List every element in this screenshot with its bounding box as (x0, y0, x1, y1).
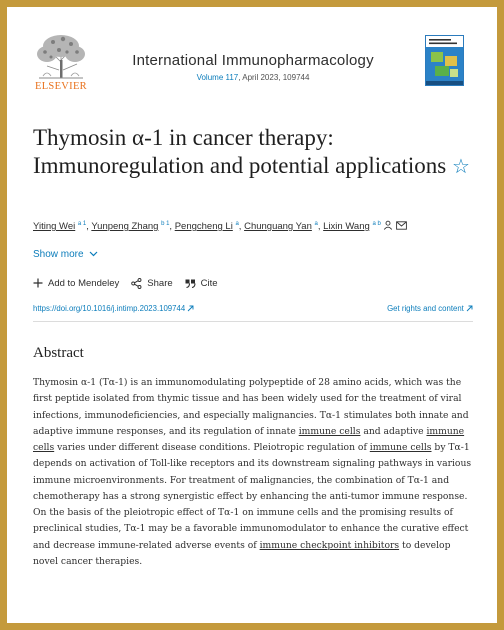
abstract-segment: Thymosin α-1 (Tα-1) is an immunomodulati… (33, 377, 469, 437)
add-to-mendeley-label: Add to Mendeley (48, 277, 120, 289)
author-affiliation[interactable]: a b (372, 220, 381, 227)
mail-icon[interactable] (396, 220, 407, 233)
author-separator: , (169, 221, 173, 233)
show-more-label: Show more (33, 249, 84, 260)
external-link-icon (466, 305, 473, 312)
author-name[interactable]: Chunguang Yan (244, 221, 312, 233)
cite-button[interactable]: Cite (185, 278, 218, 289)
author-affiliation[interactable]: a (235, 220, 239, 227)
author-list: Yiting Wei a 1, Yunpeng Zhang b 1, Pengc… (33, 220, 473, 233)
author-name[interactable]: Yunpeng Zhang (91, 221, 159, 233)
abstract-text: Thymosin α-1 (Tα-1) is an immunomodulati… (33, 375, 475, 570)
add-to-mendeley-button[interactable]: Add to Mendeley (33, 278, 119, 289)
journal-issue-info: , April 2023, 109744 (238, 73, 310, 82)
abstract-segment: and adaptive (360, 425, 427, 437)
abstract-heading: Abstract (33, 345, 84, 361)
article-title-text: Thymosin α-1 in cancer therapy: Immunore… (33, 125, 447, 178)
chevron-down-icon (89, 251, 98, 257)
share-label: Share (147, 277, 173, 289)
topic-link-immune-checkpoint-inhibitors[interactable]: immune checkpoint inhibitors (259, 539, 400, 551)
abstract-segment: varies under different disease condition… (54, 442, 370, 453)
abstract-segment: to develop novel cancer therapies. (33, 539, 451, 567)
author-separator: , (86, 221, 89, 233)
topic-link-immune-cells[interactable]: immune cells (369, 442, 432, 453)
author-separator: , (317, 221, 321, 233)
topic-link-immune-cells[interactable]: immune cells (298, 425, 361, 437)
doi-link[interactable]: https://doi.org/10.1016/j.intimp.2023.10… (33, 304, 194, 313)
author-affiliation[interactable]: b 1 (161, 220, 170, 227)
author-separator: , (238, 221, 242, 233)
tree-logo-icon (33, 32, 89, 80)
journal-cover-icon (426, 36, 463, 85)
star-outline-icon[interactable]: ☆ (452, 156, 470, 178)
show-more-button[interactable]: Show more (33, 249, 98, 260)
elsevier-logo[interactable]: ELSEVIER (33, 32, 89, 98)
article-actions-bar: Add to Mendeley Share Cite (33, 275, 230, 291)
person-icon[interactable] (383, 220, 393, 233)
article-title: Thymosin α-1 in cancer therapy: Immunore… (33, 124, 473, 181)
journal-cover-image[interactable] (425, 35, 464, 86)
section-divider (33, 321, 473, 322)
abstract-segment: by Tα-1 depends on activation of Toll-li… (33, 442, 472, 551)
journal-header: ELSEVIER International Immunopharmacolog… (7, 7, 497, 107)
share-button[interactable]: Share (131, 277, 173, 289)
external-link-icon (188, 305, 194, 312)
journal-volume-link[interactable]: Volume 117 (196, 73, 239, 82)
plus-icon (33, 278, 43, 288)
doi-link-text: https://doi.org/10.1016/j.intimp.2023.10… (33, 304, 186, 313)
author-name[interactable]: Pengcheng Li (174, 221, 233, 233)
journal-volume-info: Volume 117, April 2023, 109744 (107, 73, 399, 82)
share-icon (131, 277, 142, 289)
quote-icon (185, 279, 196, 288)
article-card: ELSEVIER International Immunopharmacolog… (7, 7, 497, 623)
get-rights-text: Get rights and content (387, 304, 464, 313)
author-name[interactable]: Lixin Wang (323, 221, 370, 233)
doi-row: https://doi.org/10.1016/j.intimp.2023.10… (33, 304, 473, 313)
author-affiliation[interactable]: a 1 (77, 220, 87, 227)
cite-label: Cite (200, 277, 218, 289)
publisher-name: ELSEVIER (35, 81, 87, 92)
journal-title[interactable]: International Immunopharmacology (132, 52, 374, 69)
author-name[interactable]: Yiting Wei (33, 221, 76, 233)
author-affiliation[interactable]: a (314, 220, 318, 227)
get-rights-link[interactable]: Get rights and content (387, 304, 473, 313)
topic-link-immune-cells[interactable]: immune cells (33, 425, 465, 453)
